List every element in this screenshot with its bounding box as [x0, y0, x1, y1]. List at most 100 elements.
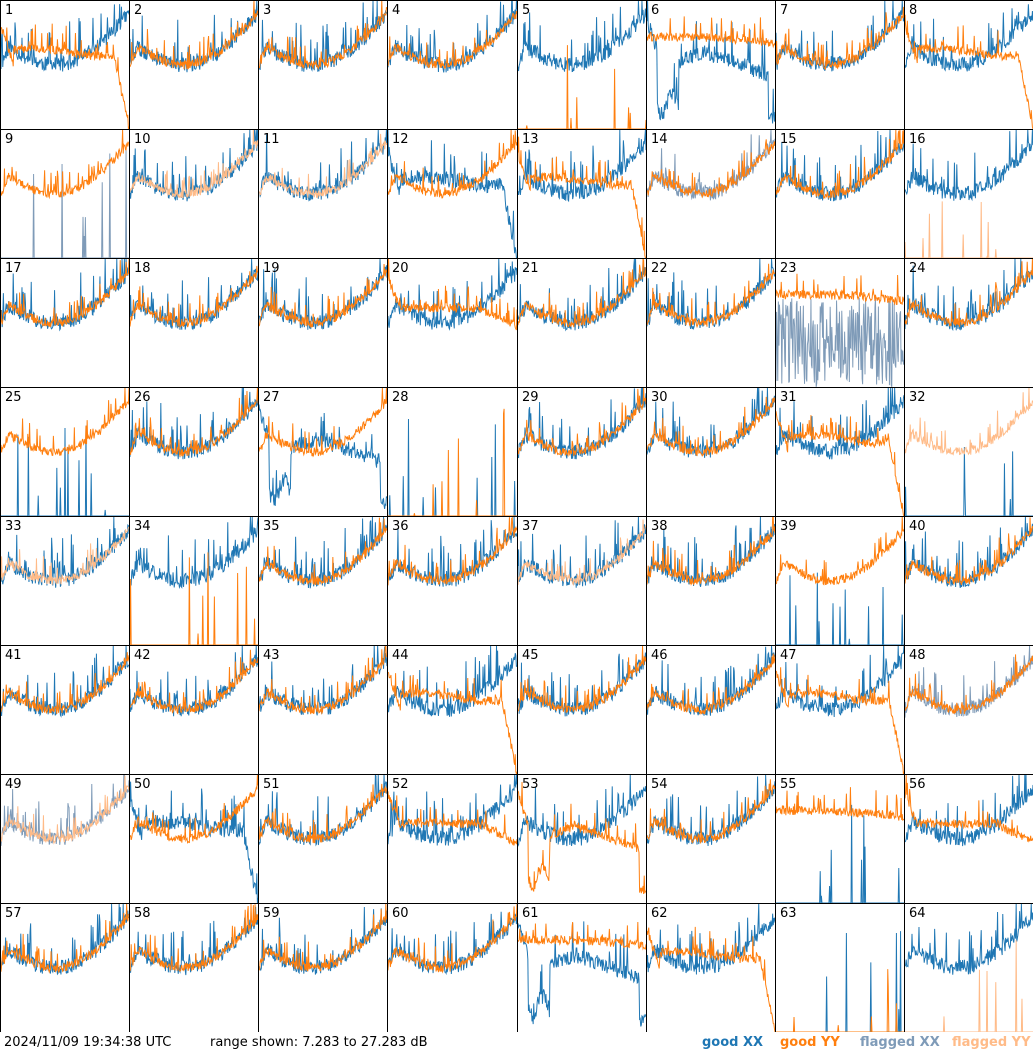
panel-8-plot	[905, 4, 1033, 129]
series-xx-1	[1, 4, 129, 72]
panel-8: 8	[904, 0, 1033, 130]
panel-29: 29	[517, 387, 647, 517]
series-xx-33	[1, 517, 129, 588]
panel-number: 45	[522, 648, 539, 663]
series-yy-59	[259, 904, 387, 972]
panel-7: 7	[775, 0, 905, 130]
panel-number: 22	[651, 261, 668, 276]
panel-19: 19	[258, 258, 388, 388]
series-xx-2	[130, 1, 258, 73]
series-yy-28	[388, 408, 517, 516]
panel-number: 17	[5, 261, 22, 276]
panel-35-plot	[259, 517, 387, 589]
panel-10-plot	[130, 130, 258, 202]
series-yy-7	[776, 6, 904, 71]
series-yy-6	[647, 16, 775, 49]
panel-42-plot	[130, 646, 258, 717]
panel-number: 55	[780, 777, 797, 792]
panel-30-plot	[647, 388, 775, 458]
panel-number: 18	[134, 261, 151, 276]
series-yy-48	[905, 654, 1033, 715]
panel-24-plot	[905, 259, 1033, 332]
panel-number: 63	[780, 906, 797, 921]
series-yy-60	[388, 904, 517, 974]
panel-48: 48	[904, 645, 1033, 775]
panel-33: 33	[0, 516, 130, 646]
series-yy-20	[388, 259, 517, 331]
series-xx-37	[518, 517, 646, 588]
panel-number: 6	[651, 3, 660, 18]
panel-17: 17	[0, 258, 130, 388]
series-xx-8	[905, 4, 1033, 72]
series-xx-59	[259, 907, 387, 975]
panel-39-plot	[776, 517, 904, 645]
panel-6-plot	[647, 1, 775, 124]
series-xx-39	[776, 572, 904, 645]
panel-64: 64	[904, 903, 1033, 1033]
panel-49: 49	[0, 774, 130, 904]
series-xx-47	[776, 646, 904, 718]
panel-3-plot	[259, 1, 387, 72]
panel-61: 61	[517, 903, 647, 1033]
series-xx-11	[259, 130, 387, 202]
panel-number: 9	[5, 132, 14, 147]
timestamp: 2024/11/09 19:34:38 UTC	[4, 1035, 172, 1050]
series-yy-42	[130, 649, 258, 715]
panel-34-plot	[130, 517, 258, 645]
panel-58: 58	[129, 903, 259, 1033]
panel-59-plot	[259, 904, 387, 975]
panel-5: 5	[517, 0, 647, 130]
panel-39: 39	[775, 516, 905, 646]
panel-15-plot	[776, 130, 904, 202]
panel-number: 34	[134, 519, 151, 534]
series-yy-61	[518, 921, 646, 951]
series-yy-26	[130, 388, 258, 458]
series-yy-17	[1, 259, 129, 328]
panel-19-plot	[259, 259, 387, 330]
series-xx-44	[388, 646, 517, 717]
series-yy-46	[647, 653, 775, 716]
panel-number: 27	[263, 390, 280, 405]
series-yy-43	[259, 646, 387, 715]
panel-number: 1	[5, 3, 14, 18]
panel-14-plot	[647, 130, 775, 201]
series-yy-31	[776, 411, 904, 516]
panel-30: 30	[646, 387, 776, 517]
panel-44: 44	[387, 645, 518, 775]
panel-34: 34	[129, 516, 259, 646]
panel-18-plot	[130, 259, 258, 331]
series-xx-16	[905, 130, 1033, 202]
series-yy-1	[1, 23, 129, 129]
panel-57-plot	[1, 904, 129, 976]
panel-number: 51	[263, 777, 280, 792]
series-yy-21	[518, 259, 646, 328]
panel-9: 9	[0, 129, 130, 259]
panel-24: 24	[904, 258, 1033, 388]
series-yy-53	[518, 781, 646, 894]
panel-number: 20	[392, 261, 409, 276]
panel-52-plot	[388, 775, 517, 846]
panel-number: 16	[909, 132, 926, 147]
panel-11: 11	[258, 129, 388, 259]
panel-53: 53	[517, 774, 647, 904]
panel-13-plot	[518, 130, 646, 258]
panel-54: 54	[646, 774, 776, 904]
series-yy-27	[259, 388, 387, 458]
panel-54-plot	[647, 775, 775, 847]
series-yy-9	[1, 130, 129, 200]
panel-26-plot	[130, 388, 258, 460]
legend-good-xx: good XX	[702, 1035, 764, 1050]
series-yy-62	[647, 926, 775, 1032]
series-yy-23	[776, 273, 904, 306]
series-xx-13	[518, 130, 646, 203]
panel-56: 56	[904, 774, 1033, 904]
series-yy-49	[1, 775, 129, 845]
panel-2-plot	[130, 1, 258, 73]
panel-number: 41	[5, 648, 22, 663]
panel-number: 43	[263, 648, 280, 663]
panel-22: 22	[646, 258, 776, 388]
series-xx-7	[776, 1, 904, 72]
panel-number: 40	[909, 519, 926, 534]
panel-number: 60	[392, 906, 409, 921]
series-yy-13	[518, 136, 646, 258]
